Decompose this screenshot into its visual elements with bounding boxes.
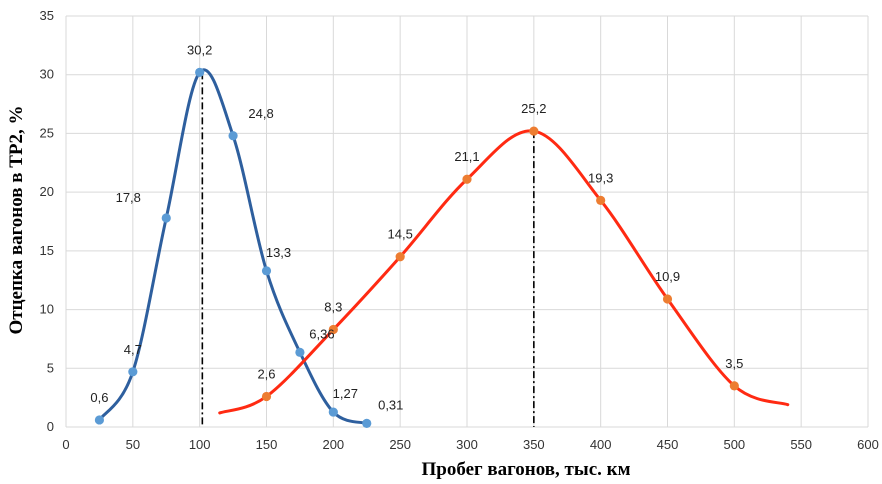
x-tick-label: 50 — [126, 437, 140, 452]
data-point — [462, 174, 472, 184]
x-tick-label: 600 — [857, 437, 879, 452]
y-tick-label: 35 — [40, 8, 54, 23]
reference-lines — [201, 72, 535, 427]
y-tick-label: 0 — [47, 419, 54, 434]
data-point — [128, 367, 138, 377]
y-tick-label: 10 — [40, 302, 54, 317]
x-tick-label: 100 — [189, 437, 211, 452]
x-tick-label: 0 — [62, 437, 69, 452]
x-tick-label: 450 — [657, 437, 679, 452]
data-point — [94, 415, 105, 425]
data-label: 4,7 — [124, 342, 142, 357]
data-point — [395, 252, 405, 262]
data-label: 3,5 — [725, 356, 743, 371]
series-line — [97, 68, 369, 425]
data-label: 19,3 — [588, 170, 613, 185]
data-label: 17,8 — [116, 190, 141, 205]
data-label: 6,36 — [309, 326, 334, 341]
x-tick-label: 150 — [256, 437, 278, 452]
data-point — [529, 126, 539, 136]
data-label: 13,3 — [266, 245, 291, 260]
y-tick-label: 15 — [40, 243, 54, 258]
y-tick-label: 30 — [40, 67, 54, 82]
series-2 — [218, 126, 790, 415]
data-point — [261, 266, 272, 276]
data-labels: 0,6 4,7 17,8 30,2 24,8 13,3 6,36 1,27 0,31 2,6 8,3… — [90, 42, 743, 412]
x-tick-label: 250 — [389, 437, 411, 452]
data-label: 24,8 — [248, 106, 273, 121]
data-label: 8,3 — [324, 300, 342, 315]
data-label: 21,1 — [454, 149, 479, 164]
data-label: 10,9 — [655, 269, 680, 284]
grid — [65, 15, 869, 428]
data-label: 14,5 — [388, 227, 413, 242]
data-label: 0,6 — [90, 390, 108, 405]
series-line — [218, 129, 790, 415]
x-tick-label: 300 — [456, 437, 478, 452]
data-label: 0,31 — [378, 397, 403, 412]
x-axis-title: Пробег вагонов, тыс. км — [421, 459, 630, 480]
data-label: 1,27 — [333, 386, 358, 401]
y-axis-title: Отцепка вагонов в ТР2, % — [6, 105, 27, 334]
data-point — [362, 418, 372, 428]
x-tick-label: 500 — [723, 437, 745, 452]
data-point — [195, 67, 205, 77]
series-1 — [94, 67, 372, 428]
x-tick-label: 550 — [790, 437, 812, 452]
data-point — [228, 131, 238, 141]
x-tick-label: 350 — [523, 437, 545, 452]
data-point — [662, 294, 673, 304]
y-tick-label: 25 — [40, 125, 54, 140]
x-tick-label: 200 — [322, 437, 344, 452]
data-label: 25,2 — [521, 101, 546, 116]
x-tick-label: 400 — [590, 437, 612, 452]
data-label: 30,2 — [187, 42, 212, 57]
data-point — [596, 195, 606, 205]
data-point — [328, 324, 338, 335]
series — [94, 67, 790, 428]
data-point — [295, 347, 305, 357]
y-tick-label: 20 — [40, 184, 54, 199]
data-point — [161, 213, 171, 223]
data-label: 2,6 — [257, 366, 275, 381]
data-point — [328, 407, 338, 417]
data-point — [729, 381, 739, 391]
data-point — [261, 391, 272, 402]
y-tick-label: 5 — [47, 360, 54, 375]
